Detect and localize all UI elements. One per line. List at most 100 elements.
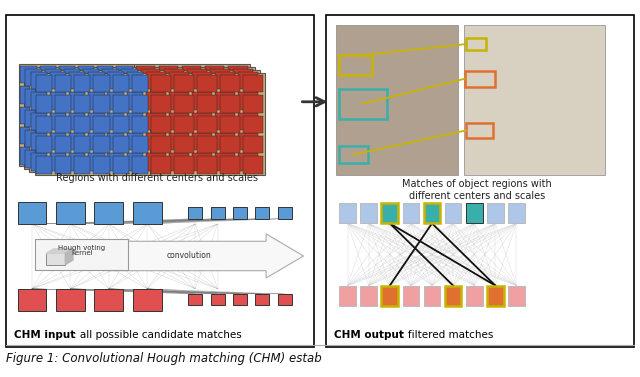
Bar: [55, 136, 71, 153]
Bar: [215, 153, 235, 171]
Bar: [220, 116, 240, 133]
Bar: [508, 286, 525, 306]
Bar: [69, 92, 85, 110]
Bar: [466, 286, 483, 306]
Bar: [31, 133, 47, 150]
Polygon shape: [46, 249, 73, 253]
Bar: [169, 113, 189, 130]
Bar: [113, 75, 129, 92]
Bar: [211, 207, 225, 219]
Bar: [20, 86, 36, 104]
Bar: [102, 150, 118, 168]
Bar: [78, 147, 94, 165]
Bar: [122, 150, 138, 168]
Bar: [188, 207, 202, 219]
Bar: [113, 116, 129, 133]
Bar: [74, 156, 90, 174]
Bar: [466, 38, 486, 50]
Bar: [59, 127, 75, 144]
Bar: [192, 113, 212, 130]
Bar: [466, 203, 483, 223]
Bar: [243, 156, 263, 174]
Bar: [55, 116, 71, 133]
Bar: [74, 75, 90, 92]
Bar: [19, 64, 134, 166]
Bar: [88, 92, 104, 110]
Bar: [182, 107, 202, 124]
Bar: [141, 130, 161, 147]
Bar: [233, 130, 253, 147]
Bar: [78, 107, 94, 124]
Bar: [35, 73, 150, 175]
Bar: [40, 66, 56, 83]
Bar: [132, 136, 148, 153]
Bar: [56, 289, 85, 311]
Bar: [108, 72, 124, 89]
Bar: [445, 203, 461, 223]
Bar: [187, 89, 207, 107]
Text: CHM input: CHM input: [14, 330, 76, 340]
Bar: [50, 72, 66, 89]
Bar: [116, 147, 132, 165]
Bar: [151, 136, 171, 153]
Bar: [164, 110, 184, 127]
Bar: [136, 66, 156, 83]
Bar: [381, 203, 398, 223]
Bar: [83, 110, 99, 127]
Bar: [116, 66, 132, 83]
Bar: [134, 64, 250, 166]
Bar: [40, 127, 56, 144]
Bar: [74, 116, 90, 133]
Bar: [205, 147, 225, 165]
Polygon shape: [65, 249, 73, 265]
Bar: [228, 66, 248, 83]
Bar: [55, 156, 71, 174]
Bar: [88, 133, 104, 150]
Bar: [464, 25, 605, 175]
Bar: [182, 147, 202, 165]
Bar: [211, 294, 225, 305]
Bar: [164, 89, 184, 107]
Bar: [133, 202, 161, 224]
Bar: [255, 294, 269, 305]
Bar: [151, 95, 171, 113]
Bar: [238, 72, 258, 89]
Bar: [174, 75, 194, 92]
Bar: [108, 153, 124, 171]
Bar: [424, 203, 440, 223]
Bar: [424, 286, 440, 306]
Bar: [210, 110, 230, 127]
Bar: [197, 116, 217, 133]
Bar: [233, 69, 253, 86]
Bar: [487, 203, 504, 223]
Bar: [243, 75, 263, 92]
Bar: [339, 203, 356, 223]
Bar: [210, 69, 230, 86]
Bar: [145, 70, 260, 172]
Bar: [233, 89, 253, 107]
Bar: [169, 133, 189, 150]
Bar: [278, 294, 292, 305]
Bar: [64, 130, 80, 147]
Text: Hough voting: Hough voting: [58, 245, 106, 251]
Bar: [243, 116, 263, 133]
Bar: [36, 75, 52, 92]
Text: kernel: kernel: [71, 250, 93, 256]
Bar: [164, 150, 184, 168]
Bar: [233, 150, 253, 168]
Bar: [108, 133, 124, 150]
Bar: [45, 110, 61, 127]
Bar: [36, 136, 52, 153]
Bar: [238, 153, 258, 171]
Bar: [192, 92, 212, 110]
Bar: [403, 203, 419, 223]
Bar: [64, 89, 80, 107]
Text: Figure 1: Convolutional Hough matching (CHM) estab: Figure 1: Convolutional Hough matching (…: [6, 352, 322, 365]
Bar: [116, 86, 132, 104]
Bar: [150, 73, 265, 175]
Bar: [122, 110, 138, 127]
Bar: [182, 66, 202, 83]
Bar: [26, 89, 42, 107]
Bar: [132, 156, 148, 174]
Bar: [151, 116, 171, 133]
